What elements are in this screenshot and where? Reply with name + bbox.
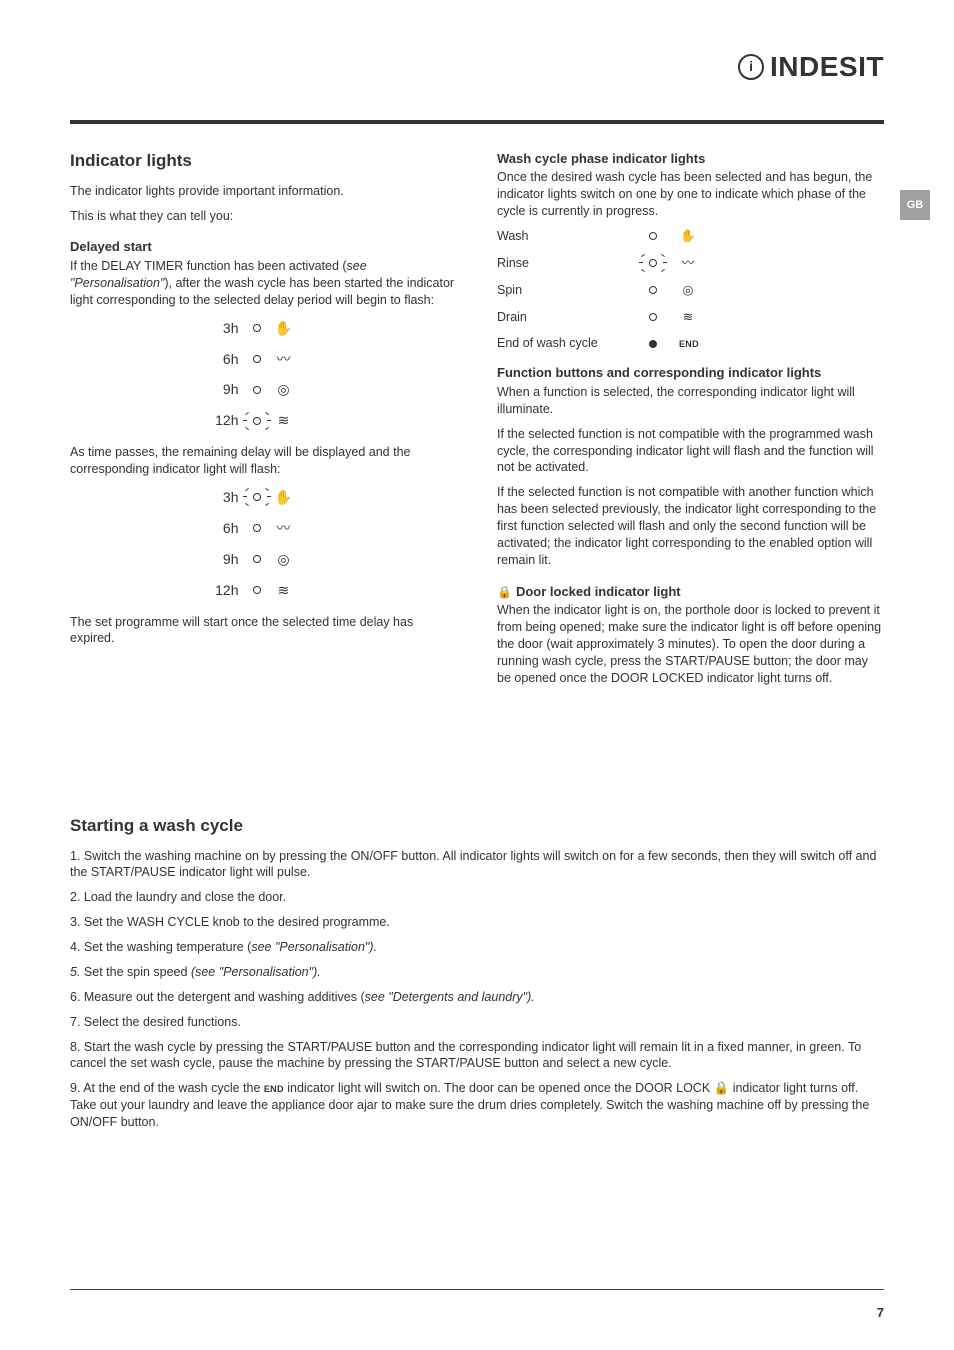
delayed-start-text: If the DELAY TIMER function has been act… — [70, 258, 457, 309]
starting-wash-section: Starting a wash cycle 1. Switch the wash… — [70, 815, 884, 1131]
info-icon: i — [738, 54, 764, 80]
s9a: 9. At the end of the wash cycle the — [70, 1081, 264, 1095]
delay-list-2: 3h✋ 6h〰 9h◎ 12h≋ — [70, 488, 457, 600]
door-text: When the indicator light is on, the port… — [497, 602, 884, 686]
phase-label: Drain — [497, 309, 627, 326]
phase-row: Spin◎ — [497, 282, 884, 299]
s5i2: (see "Personalisation"). — [191, 965, 321, 979]
logo-row: i INDESIT — [70, 48, 884, 86]
set-programme-text: The set programme will start once the se… — [70, 614, 457, 648]
step-8: 8. Start the wash cycle by pressing the … — [70, 1039, 884, 1073]
steps-list: 1. Switch the washing machine on by pres… — [70, 848, 884, 1131]
phase-row: Wash✋ — [497, 228, 884, 245]
phase-list: Wash✋ Rinse〰 Spin◎ Drain≋ End of wash cycleE… — [497, 228, 884, 352]
door-heading-text: Door locked indicator light — [516, 584, 681, 599]
delay-time: 6h — [209, 519, 239, 538]
s4a: 4. Set the washing temperature ( — [70, 940, 251, 954]
s5a: 5. — [70, 965, 80, 979]
phase-label: End of wash cycle — [497, 335, 627, 352]
delay-row: 9h◎ — [209, 550, 319, 569]
intro-2: This is what they can tell you: — [70, 208, 457, 225]
step-3: 3. Set the WASH CYCLE knob to the desire… — [70, 914, 884, 931]
delay-row: 3h✋ — [209, 488, 319, 507]
as-time-passes: As time passes, the remaining delay will… — [70, 444, 457, 478]
s6i: see "Detergents and laundry"). — [365, 990, 535, 1004]
delay-row: 6h〰 — [209, 519, 319, 538]
left-column: Indicator lights The indicator lights pr… — [70, 150, 457, 695]
delay-time: 9h — [209, 380, 239, 399]
step-6: 6. Measure out the detergent and washing… — [70, 989, 884, 1006]
right-column: Wash cycle phase indicator lights Once t… — [497, 150, 884, 695]
phase-heading: Wash cycle phase indicator lights — [497, 150, 884, 168]
intro-1: The indicator lights provide important i… — [70, 183, 457, 200]
starting-heading: Starting a wash cycle — [70, 815, 884, 838]
delay-time: 12h — [209, 411, 239, 430]
language-tab: GB — [900, 190, 930, 220]
phase-label: Wash — [497, 228, 627, 245]
step-2: 2. Load the laundry and close the door. — [70, 889, 884, 906]
lock-icon: 🔒 — [497, 585, 512, 599]
indicator-lights-heading: Indicator lights — [70, 150, 457, 173]
function-buttons-heading: Function buttons and corresponding indic… — [497, 364, 884, 382]
lock-inline-icon: 🔒 — [714, 1081, 730, 1095]
s5i: Set the spin speed — [80, 965, 191, 979]
step-9: 9. At the end of the wash cycle the END … — [70, 1080, 884, 1131]
s4i: see "Personalisation"). — [251, 940, 377, 954]
delay-row: 9h◎ — [209, 380, 319, 399]
phase-label: Spin — [497, 282, 627, 299]
phase-row: End of wash cycleEND — [497, 335, 884, 352]
two-column-layout: Indicator lights The indicator lights pr… — [70, 150, 884, 695]
bottom-rule — [70, 1289, 884, 1290]
step-5: 5. Set the spin speed (see "Personalisat… — [70, 964, 884, 981]
delay-row: 12h≋ — [209, 581, 319, 600]
delay-row: 3h✋ — [209, 319, 319, 338]
door-locked-heading: 🔒 Door locked indicator light — [497, 583, 884, 601]
func-p3: If the selected function is not compatib… — [497, 484, 884, 568]
phase-text: Once the desired wash cycle has been sel… — [497, 169, 884, 220]
phase-row: Rinse〰 — [497, 255, 884, 272]
top-rule — [70, 120, 884, 124]
step-1: 1. Switch the washing machine on by pres… — [70, 848, 884, 882]
delay-list-1: 3h✋ 6h〰 9h◎ 12h≋ — [70, 319, 457, 431]
page-number: 7 — [877, 1304, 884, 1322]
func-p1: When a function is selected, the corresp… — [497, 384, 884, 418]
step-7: 7. Select the desired functions. — [70, 1014, 884, 1031]
delay-time: 3h — [209, 319, 239, 338]
brand-name: INDESIT — [770, 48, 884, 86]
delay-time: 3h — [209, 488, 239, 507]
s9b: indicator light will switch on. The door… — [284, 1081, 714, 1095]
end-label: END — [264, 1083, 284, 1095]
delay-row: 6h〰 — [209, 350, 319, 369]
s6a: 6. Measure out the detergent and washing… — [70, 990, 365, 1004]
func-p2: If the selected function is not compatib… — [497, 426, 884, 477]
phase-label: Rinse — [497, 255, 627, 272]
delayed-start-heading: Delayed start — [70, 238, 457, 256]
step-4: 4. Set the washing temperature (see "Per… — [70, 939, 884, 956]
phase-row: Drain≋ — [497, 309, 884, 326]
delayed-span1: If the DELAY TIMER function has been act… — [70, 259, 347, 273]
delay-time: 12h — [209, 581, 239, 600]
delay-row: 12h≋ — [209, 411, 319, 430]
delay-time: 9h — [209, 550, 239, 569]
delay-time: 6h — [209, 350, 239, 369]
